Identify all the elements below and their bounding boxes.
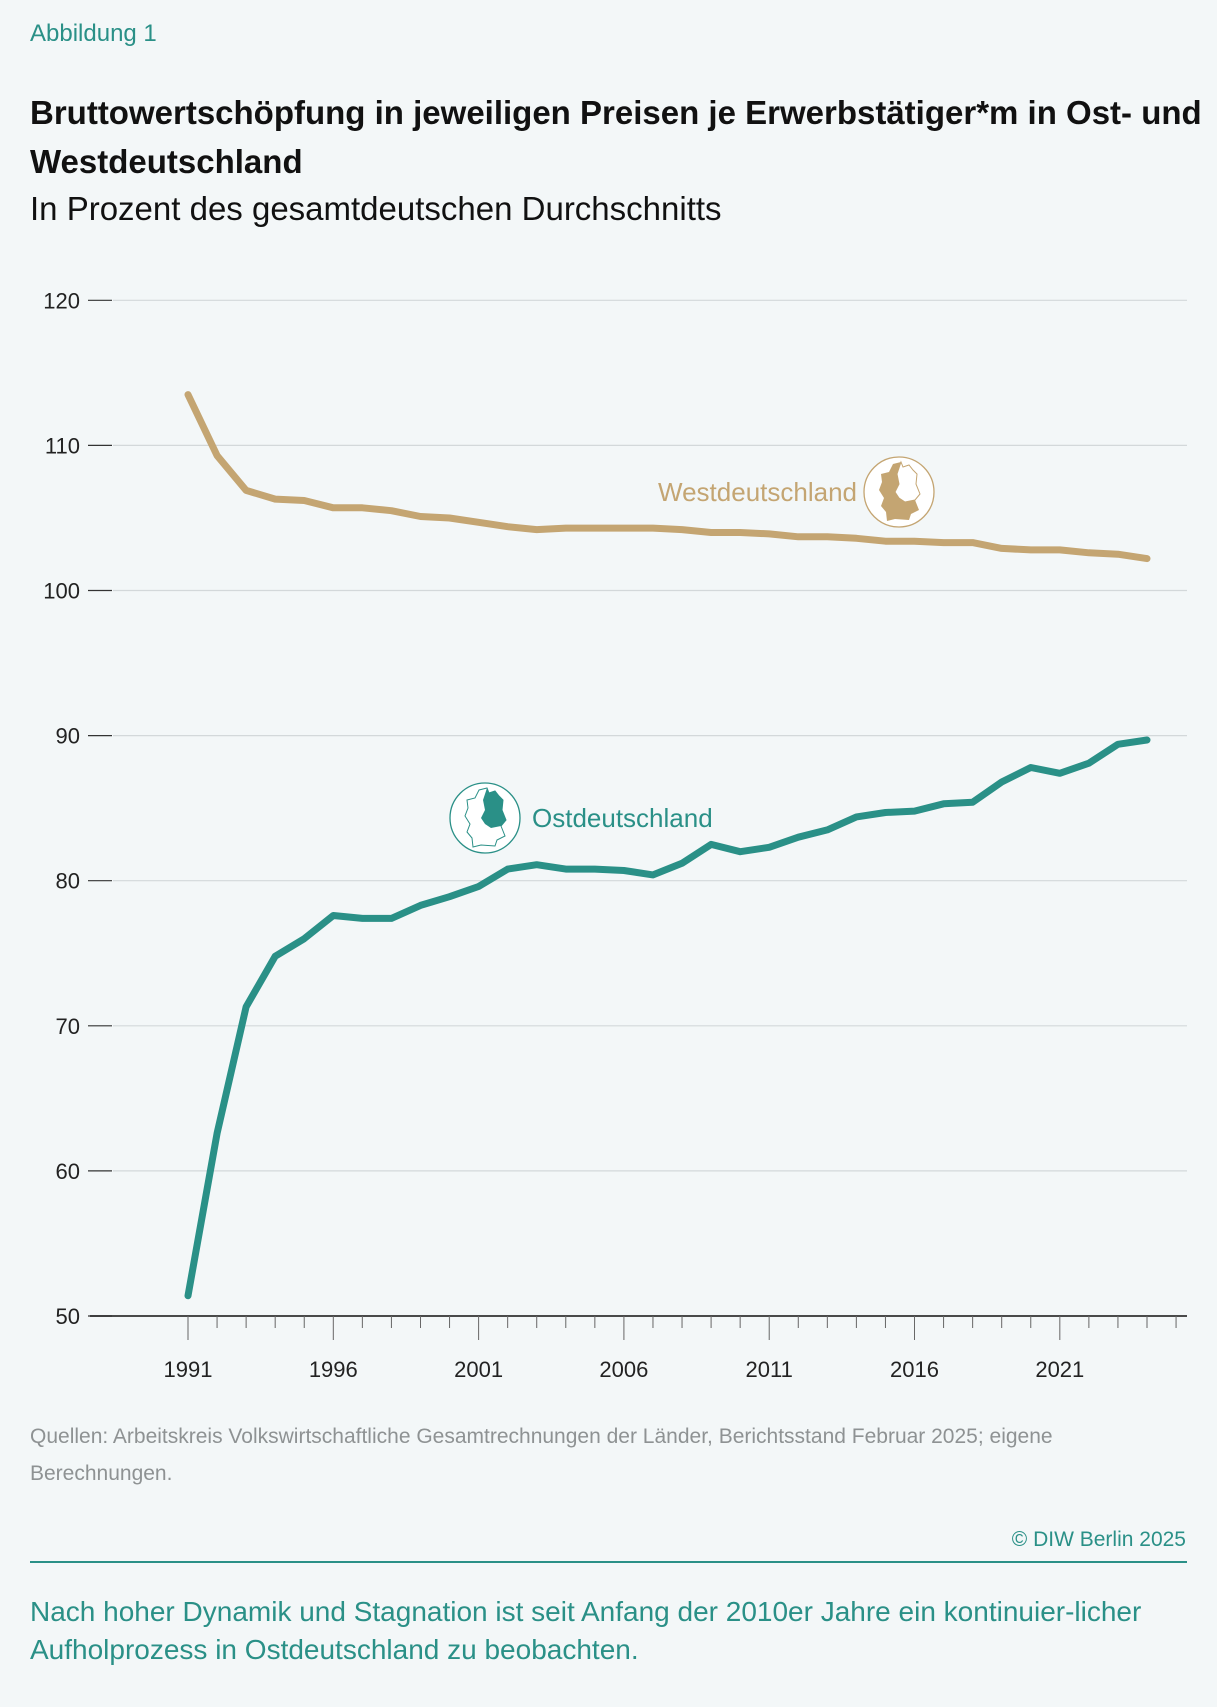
series-label-westdeutschland: Westdeutschland [658, 477, 857, 507]
x-tick-label: 2016 [890, 1357, 939, 1382]
series-line-ostdeutschland [184, 736, 1151, 1300]
caption: Nach hoher Dynamik und Stagnation ist se… [30, 1596, 1142, 1665]
y-tick-label: 60 [56, 1159, 80, 1184]
x-tick-label: 2006 [599, 1357, 648, 1382]
germany-east-map-icon [449, 782, 521, 854]
source-note: Quellen: Arbeitskreis Volkswirtschaftlic… [30, 1425, 1053, 1485]
series-line-westdeutschland [184, 391, 1151, 563]
x-tick-label: 2021 [1035, 1357, 1084, 1382]
x-tick-label: 2001 [454, 1357, 503, 1382]
y-tick-label: 120 [43, 288, 80, 313]
chart-title: Bruttowertschöpfung in jeweiligen Preise… [30, 94, 1202, 180]
figure-label: Abbildung 1 [30, 20, 157, 47]
y-tick-label: 110 [45, 433, 80, 458]
y-tick-label: 70 [56, 1014, 80, 1039]
divider [30, 1561, 1187, 1563]
y-tick-label: 100 [43, 579, 80, 604]
chart-subtitle: In Prozent des gesamtdeutschen Durchschn… [30, 190, 722, 227]
x-tick-label: 2011 [746, 1357, 793, 1382]
x-tick-label: 1996 [309, 1357, 358, 1382]
y-tick-label: 50 [56, 1304, 80, 1329]
x-tick-label: 1991 [164, 1357, 213, 1382]
germany-west-map-icon [863, 456, 935, 528]
series-label-ostdeutschland: Ostdeutschland [532, 803, 713, 833]
copyright: © DIW Berlin 2025 [1011, 1528, 1186, 1551]
y-tick-label: 90 [56, 724, 80, 749]
y-tick-label: 80 [56, 869, 80, 894]
